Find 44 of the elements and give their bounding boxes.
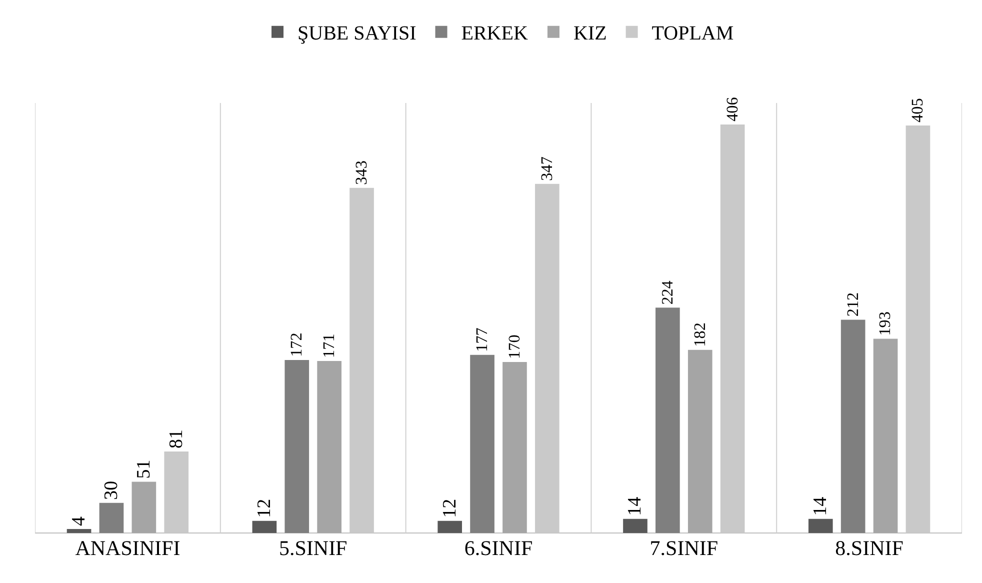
- bar: [502, 362, 527, 533]
- legend-label: ŞUBE SAYISI: [298, 22, 416, 45]
- data-label: 212: [844, 292, 862, 317]
- bar: [438, 520, 462, 533]
- data-label: 343: [352, 160, 370, 185]
- data-label: 406: [723, 97, 742, 122]
- data-label: 224: [659, 280, 676, 305]
- x-tick-label: 5.SINIF: [278, 536, 348, 560]
- x-tick-label: 8.SINIF: [835, 536, 904, 560]
- bar: [656, 308, 680, 533]
- data-label: 51: [133, 460, 154, 479]
- data-label: 171: [320, 334, 338, 358]
- data-label: 193: [876, 311, 894, 336]
- legend-label: KIZ: [573, 22, 607, 45]
- x-tick-label: 7.SINIF: [650, 536, 718, 560]
- bar: [66, 528, 92, 533]
- data-label: 347: [538, 156, 556, 181]
- data-label: 405: [908, 98, 927, 122]
- data-label: 182: [690, 322, 709, 347]
- bar: [840, 320, 866, 533]
- data-label: 170: [505, 334, 524, 359]
- bar: [99, 502, 124, 533]
- bar: [688, 350, 712, 533]
- data-label: 81: [166, 430, 187, 448]
- legend-label: ERKEK: [461, 22, 528, 45]
- data-label: 14: [624, 496, 646, 516]
- data-label: 30: [100, 480, 122, 500]
- bar: [132, 482, 156, 533]
- bar: [252, 520, 277, 533]
- bar: [873, 338, 898, 533]
- data-label: 177: [472, 328, 491, 352]
- data-label: 12: [254, 498, 275, 518]
- bar: [808, 518, 833, 533]
- data-label: 14: [810, 496, 832, 516]
- data-label: 172: [288, 332, 306, 357]
- bar: [623, 518, 648, 533]
- bar: [284, 360, 310, 533]
- bar: [317, 360, 342, 533]
- data-label: 4: [68, 516, 90, 526]
- x-tick-label: ANASINIFI: [75, 536, 180, 560]
- data-label: 12: [439, 498, 460, 518]
- bar: [470, 354, 494, 533]
- x-tick-label: 6.SINIF: [464, 536, 533, 560]
- legend-label: TOPLAM: [652, 22, 734, 45]
